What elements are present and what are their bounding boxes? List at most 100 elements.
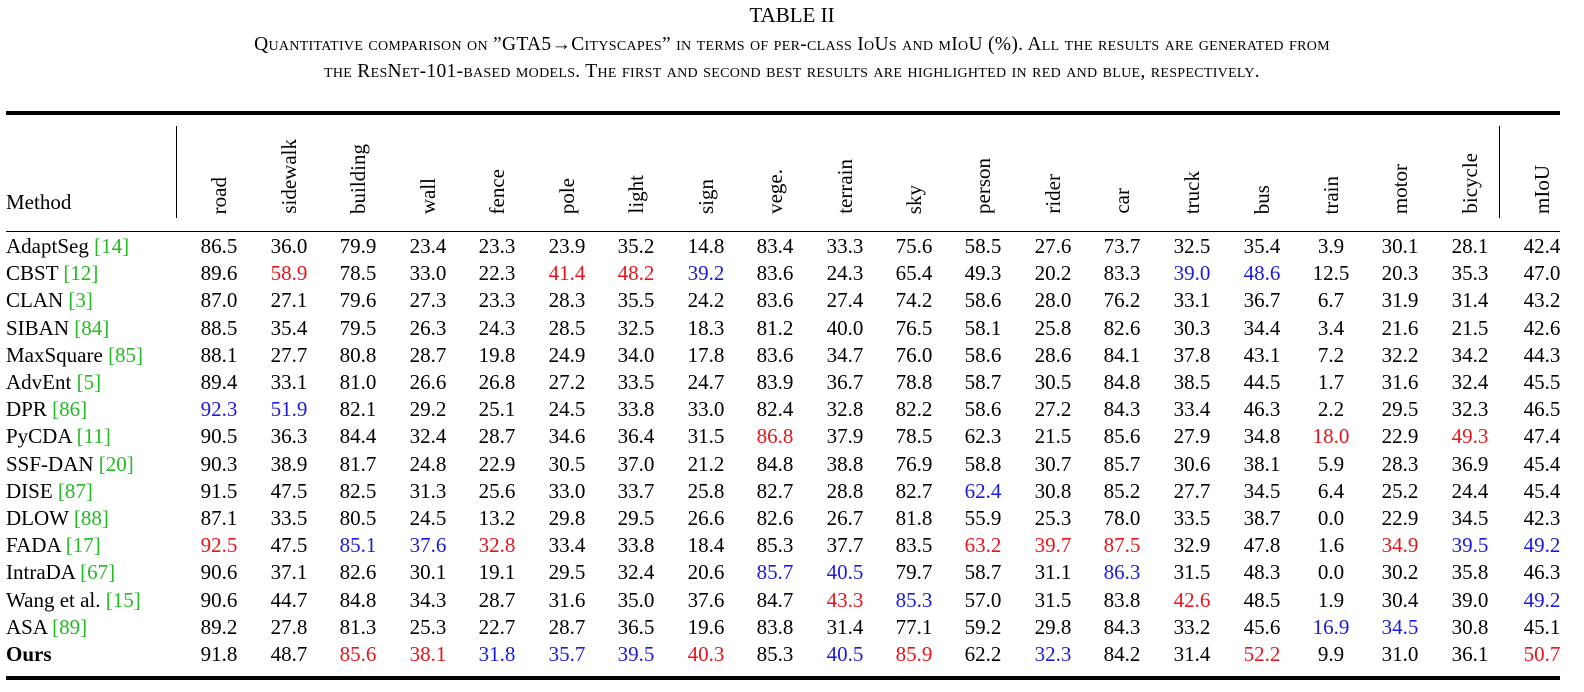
column-header-label: car — [1109, 188, 1134, 214]
value-cell: 81.3 — [339, 614, 377, 639]
value-cell: 85.7 — [756, 560, 794, 585]
value-cell: 39.7 — [1034, 533, 1072, 558]
method-name: FADA — [6, 533, 61, 558]
column-header-class: building — [338, 126, 378, 214]
value-cell: 44.3 — [1523, 342, 1561, 367]
value-cell: 38.5 — [1173, 370, 1211, 394]
value-cell: 47.0 — [1523, 261, 1561, 286]
method-cell: Ours — [6, 641, 52, 668]
value-cell: 31.4 — [1451, 288, 1489, 313]
citation-link[interactable]: [87] — [57, 478, 93, 503]
value-cell: 31.0 — [1381, 642, 1419, 666]
citation-link[interactable]: [85] — [108, 342, 144, 367]
citation-link[interactable]: [15] — [105, 587, 141, 612]
top-rule — [6, 111, 1560, 115]
value-cell: 43.1 — [1243, 342, 1281, 367]
citation-link[interactable]: [88] — [73, 506, 109, 530]
value-cell: 83.8 — [1103, 587, 1141, 612]
value-cell: 7.2 — [1317, 342, 1345, 367]
value-cell: 32.3 — [1034, 642, 1072, 666]
value-cell: 37.8 — [1173, 342, 1211, 367]
value-cell: 55.9 — [964, 506, 1002, 530]
value-cell: 24.7 — [687, 370, 725, 394]
method-cell: ASA [89] — [6, 614, 87, 641]
value-cell: 31.5 — [1173, 560, 1211, 585]
value-cell: 45.4 — [1523, 478, 1561, 503]
citation-link[interactable]: [84] — [74, 315, 110, 340]
method-name: CBST — [6, 261, 59, 286]
citation-link[interactable]: [14] — [94, 234, 130, 258]
column-header-label: rider — [1040, 174, 1065, 214]
citation-link[interactable]: [11] — [76, 424, 111, 449]
citation-link[interactable]: [3] — [68, 288, 93, 313]
citation-link[interactable]: [12] — [63, 261, 99, 286]
citation-link[interactable]: [67] — [80, 560, 116, 585]
value-cell: 86.5 — [200, 234, 238, 258]
value-cell: 32.2 — [1381, 342, 1419, 367]
method-name: MaxSquare — [6, 342, 103, 367]
column-header-label: wall — [415, 177, 440, 214]
citation-link[interactable]: [86] — [52, 397, 88, 422]
value-cell: 33.0 — [687, 397, 725, 422]
method-cell: AdvEnt [5] — [6, 369, 101, 396]
column-header-label: terrain — [832, 159, 857, 214]
value-cell: 79.6 — [339, 288, 377, 313]
value-cell: 27.2 — [1034, 397, 1072, 422]
method-cell: FADA [17] — [6, 532, 101, 559]
value-cell: 42.6 — [1173, 587, 1211, 612]
column-header-label: sign — [693, 178, 718, 214]
value-cell: 37.0 — [617, 451, 655, 476]
method-name: DISE — [6, 478, 53, 503]
method-divider — [176, 126, 177, 218]
value-cell: 65.4 — [895, 261, 933, 286]
value-cell: 62.2 — [964, 642, 1002, 666]
value-cell: 44.5 — [1243, 370, 1281, 394]
value-cell: 33.8 — [617, 397, 655, 422]
method-cell: DLOW [88] — [6, 505, 109, 532]
value-cell: 28.8 — [826, 478, 864, 503]
value-cell: 92.5 — [200, 533, 238, 558]
citation-link[interactable]: [20] — [98, 451, 134, 476]
value-cell: 58.7 — [964, 370, 1002, 394]
value-cell: 83.3 — [1103, 261, 1141, 286]
column-header-label: road — [206, 176, 231, 214]
citation-link[interactable]: [5] — [76, 370, 102, 394]
value-cell: 30.6 — [1173, 451, 1211, 476]
value-cell: 48.5 — [1243, 587, 1281, 612]
value-cell: 27.7 — [1173, 478, 1211, 503]
value-cell: 81.0 — [339, 370, 377, 394]
table-row: CBST [12] 89.6 58.9 78.5 33.0 22.3 41.4 48.2 39.… — [0, 260, 1584, 287]
value-cell: 36.7 — [1243, 288, 1281, 313]
method-cell: Wang et al. [15] — [6, 587, 141, 614]
citation-link[interactable]: [89] — [52, 614, 88, 639]
value-cell: 85.6 — [339, 642, 377, 666]
value-cell: 22.9 — [478, 451, 516, 476]
value-cell: 91.8 — [200, 642, 238, 666]
citation-link[interactable]: [17] — [65, 533, 101, 558]
value-cell: 18.3 — [687, 315, 725, 340]
table-row: SIBAN [84] 88.5 35.4 79.5 26.3 24.3 28.5 32.5 18… — [0, 315, 1584, 342]
value-cell: 76.9 — [895, 451, 933, 476]
value-cell: 24.5 — [409, 506, 447, 530]
value-cell: 14.8 — [687, 234, 725, 258]
table-caption: Quantitative comparison on ”GTA5→Citysca… — [0, 31, 1584, 85]
column-header-label: person — [970, 158, 995, 214]
value-cell: 30.8 — [1451, 614, 1489, 639]
value-cell: 27.3 — [409, 288, 447, 313]
value-cell: 58.6 — [964, 342, 1002, 367]
value-cell: 32.8 — [478, 533, 516, 558]
value-cell: 78.0 — [1103, 506, 1141, 530]
value-cell: 34.5 — [1451, 506, 1489, 530]
value-cell: 29.8 — [548, 506, 586, 530]
value-cell: 41.4 — [548, 261, 586, 286]
method-name: IntraDA — [6, 560, 75, 585]
value-cell: 90.5 — [200, 424, 238, 449]
value-cell: 1.7 — [1317, 370, 1345, 394]
value-cell: 20.3 — [1381, 261, 1419, 286]
value-cell: 82.7 — [895, 478, 933, 503]
value-cell: 36.4 — [617, 424, 655, 449]
value-cell: 1.6 — [1317, 533, 1345, 558]
method-cell: IntraDA [67] — [6, 559, 115, 586]
value-cell: 79.9 — [339, 234, 377, 258]
miou-divider — [1499, 126, 1500, 218]
